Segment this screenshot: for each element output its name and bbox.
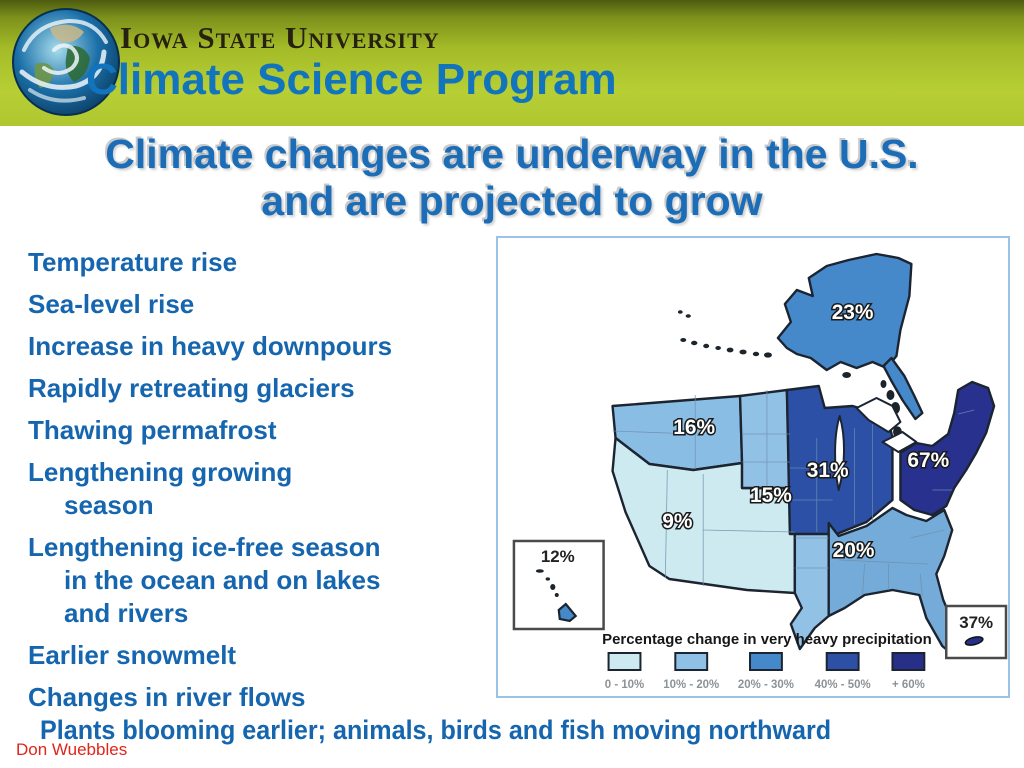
- bullet-growing-season: Lengthening growing season: [28, 456, 498, 522]
- aleutian-islands: [677, 310, 852, 378]
- label-northwest-value: 16%: [673, 416, 715, 439]
- label-plains-value: 15%: [750, 484, 792, 507]
- bullet-temperature-rise: Temperature rise: [28, 247, 238, 277]
- attribution-credit: Don Wuebbles: [16, 740, 128, 759]
- bullet-sea-level-rise: Sea-level rise: [28, 289, 195, 319]
- bullet-ice-free-line3: and rivers: [64, 598, 189, 628]
- bullet-growing-season-line1: Lengthening growing: [28, 457, 293, 487]
- program-name: Climate Science Program: [86, 55, 617, 104]
- bullet-growing-season-line2: season: [64, 490, 154, 520]
- map-legend: Percentage change in very heavy precipit…: [602, 631, 932, 691]
- us-precipitation-map: 12% 37% 23% 16% 9% 15% 31% 20% 67% Perce…: [512, 252, 1008, 691]
- region-northeast: [899, 380, 996, 517]
- university-name: Iowa State University: [120, 20, 440, 55]
- bullet-thawing-permafrost: Thawing permafrost: [28, 415, 277, 445]
- slide-title: Climate changes are underway in the U.S.…: [0, 131, 1024, 225]
- legend-swatch-1: [674, 652, 709, 671]
- bullet-heavy-downpours: Increase in heavy downpours: [28, 331, 393, 361]
- bullet-earlier-snowmelt: Earlier snowmelt: [28, 640, 237, 670]
- legend-swatch-3: [825, 652, 860, 671]
- legend-label-1: 10% - 20%: [663, 679, 719, 691]
- bullet-plants-blooming: Plants blooming earlier; animals, birds …: [40, 715, 832, 745]
- legend-title: Percentage change in very heavy precipit…: [602, 631, 932, 648]
- lake-huron: [855, 397, 902, 433]
- label-midwest-value: 31%: [807, 459, 849, 482]
- label-alaska-value: 23%: [832, 301, 874, 324]
- puerto-rico-inset: 37%: [944, 604, 1008, 660]
- legend-label-3: 40% - 50%: [815, 679, 871, 691]
- legend-label-4: + 60%: [892, 679, 925, 691]
- legend-swatch-4: [891, 652, 926, 671]
- label-west-value: 9%: [662, 510, 693, 533]
- label-hawaii-value: 12%: [541, 547, 575, 566]
- hawaii-big-island: [557, 602, 578, 623]
- lake-erie: [881, 431, 918, 453]
- precipitation-map-panel: 12% 37% 23% 16% 9% 15% 31% 20% 67% Perce…: [496, 236, 1010, 698]
- bullet-ice-free-season: Lengthening ice-free season in the ocean…: [28, 531, 498, 630]
- legend-swatch-2: [749, 652, 783, 671]
- lake-michigan: [834, 415, 845, 491]
- slide-title-line1: Climate changes are underway in the U.S.: [105, 131, 919, 177]
- state-border-lines: [612, 390, 975, 597]
- region-alaska-panhandle: [882, 356, 924, 421]
- bullet-list: Temperature rise Sea-level rise Increase…: [28, 246, 498, 723]
- slide-title-line2: and are projected to grow: [261, 178, 763, 224]
- label-southeast-value: 20%: [833, 539, 875, 562]
- bullet-ice-free-line1: Lengthening ice-free season: [28, 532, 381, 562]
- bullet-ice-free-line2: in the ocean and on lakes: [64, 565, 381, 595]
- bullet-river-flows: Changes in river flows: [28, 682, 306, 712]
- bullet-retreating-glaciers: Rapidly retreating glaciers: [28, 373, 355, 403]
- header-banner: Iowa State University Climate Science Pr…: [0, 0, 1024, 126]
- label-northeast-value: 67%: [907, 449, 949, 472]
- legend-label-0: 0 - 10%: [605, 679, 644, 691]
- legend-swatch-0: [607, 652, 642, 671]
- hawaii-inset: 12%: [512, 539, 605, 631]
- legend-label-2: 20% - 30%: [738, 679, 794, 691]
- globe-logo-icon: [12, 8, 120, 116]
- region-alaska: [776, 252, 913, 372]
- label-puerto-rico-value: 37%: [959, 613, 993, 632]
- puerto-rico-island: [964, 636, 984, 646]
